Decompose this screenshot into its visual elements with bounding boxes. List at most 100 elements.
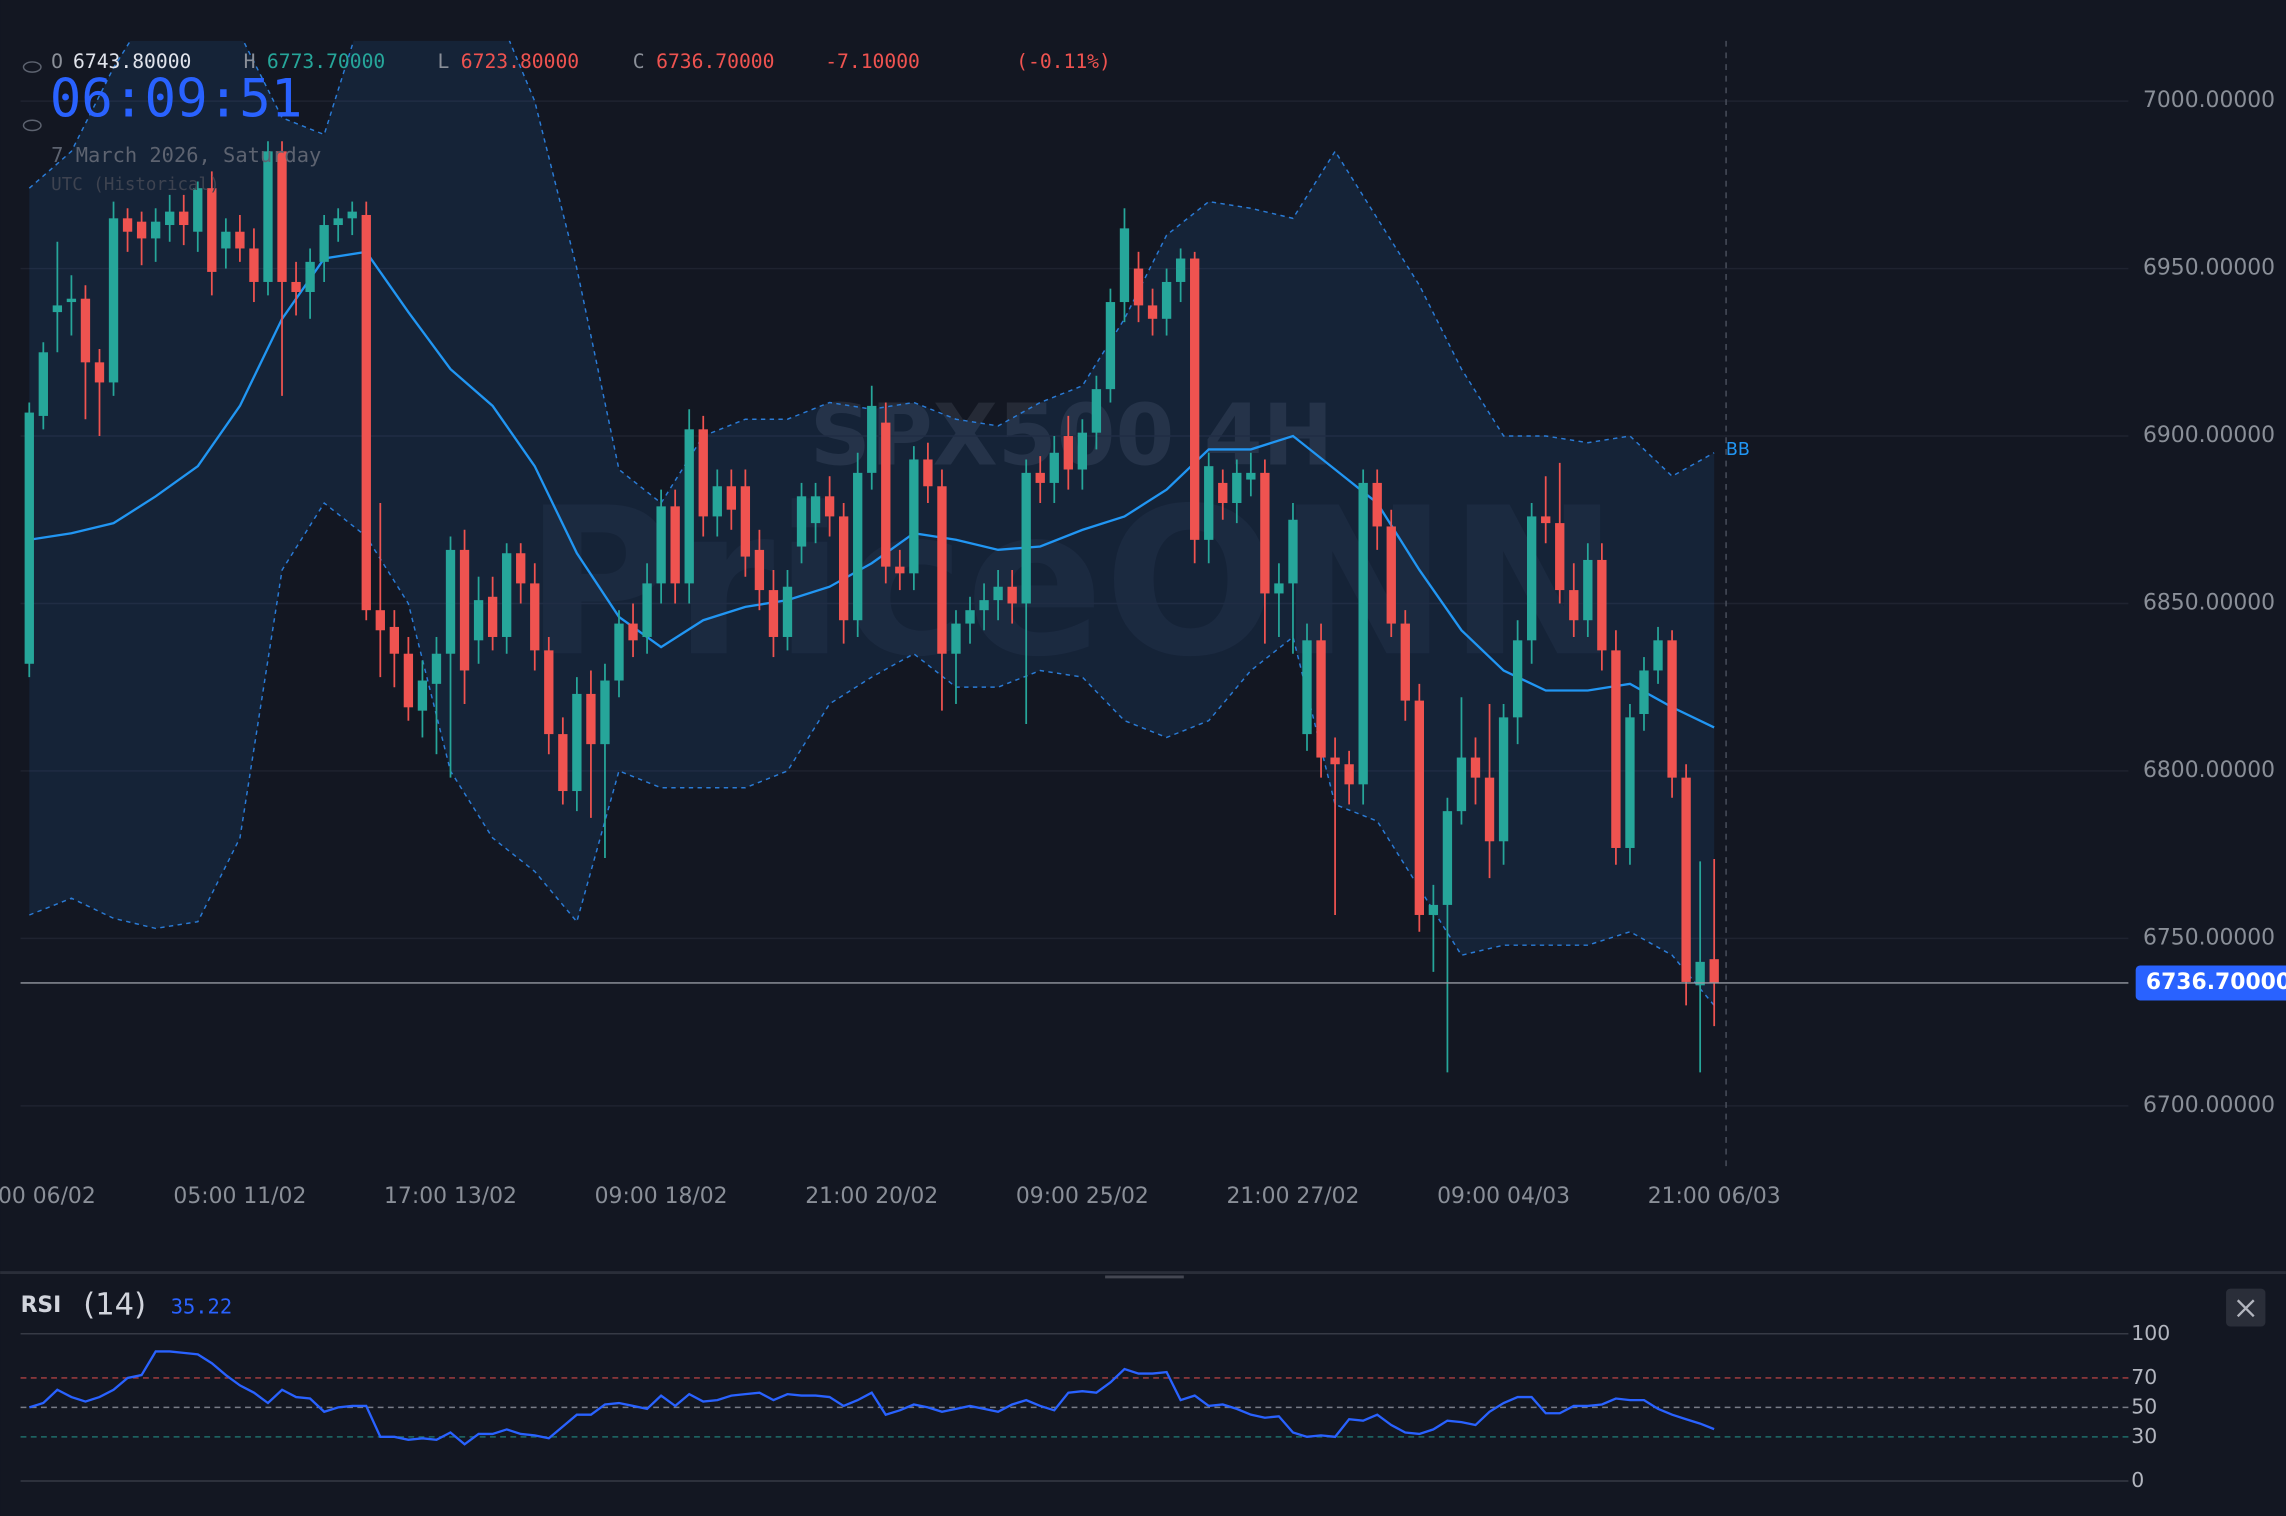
candle-body bbox=[24, 412, 34, 664]
candle-body bbox=[572, 693, 582, 792]
candle-body bbox=[1526, 516, 1537, 641]
candle-body bbox=[614, 623, 624, 681]
candle-body bbox=[375, 610, 385, 631]
x-tick-label: 05:00 11/02 bbox=[173, 1184, 306, 1209]
candle-body bbox=[558, 734, 568, 792]
candle-body bbox=[1484, 777, 1495, 842]
candle-body bbox=[417, 680, 428, 711]
candle-body bbox=[698, 429, 708, 517]
candle-body bbox=[1639, 670, 1649, 715]
candle-body bbox=[1555, 523, 1565, 591]
candle-body bbox=[1077, 432, 1088, 470]
last-price-label: 6736.70000 bbox=[2146, 970, 2286, 995]
legend-change-pct: (-0.11%) bbox=[1016, 50, 1111, 73]
y-tick-label: 7000.00000 bbox=[2143, 88, 2275, 113]
candle-body bbox=[895, 566, 905, 574]
candle-body bbox=[1695, 961, 1705, 986]
candle-body bbox=[1583, 559, 1593, 621]
candle-body bbox=[263, 151, 273, 282]
candle-body bbox=[1091, 389, 1102, 433]
candle-body bbox=[1288, 519, 1298, 584]
rsi-plot bbox=[28, 1350, 1715, 1446]
y-tick-label: 6850.00000 bbox=[2143, 590, 2275, 615]
candle-body bbox=[361, 214, 371, 611]
candle-body bbox=[1119, 228, 1130, 303]
candle-body bbox=[108, 218, 119, 383]
candle-body bbox=[923, 459, 933, 487]
candle-body bbox=[1597, 559, 1607, 651]
candle-body bbox=[1035, 472, 1045, 483]
candle-body bbox=[1175, 258, 1186, 282]
candle-body bbox=[1049, 452, 1059, 483]
candle-body bbox=[193, 188, 203, 232]
candle-body bbox=[937, 486, 947, 654]
date: 7 March 2026, Saturday bbox=[51, 143, 321, 167]
candle-body bbox=[487, 596, 498, 637]
candle-body bbox=[1512, 640, 1523, 718]
x-tick-label: 09:00 04/03 bbox=[1437, 1184, 1570, 1209]
candle-body bbox=[1681, 777, 1691, 982]
x-tick-label: 21:00 27/02 bbox=[1226, 1184, 1359, 1209]
rsi-pane: 0 30 50 70 100 bbox=[20, 1321, 2170, 1492]
x-tick-label: 21:00 06/02 bbox=[0, 1184, 96, 1209]
legend-label: H bbox=[244, 50, 256, 73]
candle-body bbox=[38, 352, 48, 416]
candle-body bbox=[150, 221, 161, 239]
candle-body bbox=[1260, 472, 1270, 594]
candle-body bbox=[853, 472, 863, 621]
candle-body bbox=[1330, 757, 1340, 765]
rsi-tick-label: 50 bbox=[2131, 1394, 2157, 1418]
candle-body bbox=[1344, 764, 1354, 785]
legend-value: 6773.70000 bbox=[267, 50, 385, 73]
candle-body bbox=[1653, 640, 1663, 671]
rsi-tick-label: 30 bbox=[2131, 1424, 2157, 1448]
rsi-tick-label: 100 bbox=[2131, 1321, 2170, 1345]
y-tick-label: 6750.00000 bbox=[2143, 925, 2275, 950]
candle-body bbox=[1442, 811, 1453, 905]
candle-body bbox=[1147, 305, 1158, 319]
candle-body bbox=[445, 549, 456, 654]
candle-body bbox=[459, 549, 470, 671]
candle-body bbox=[740, 486, 751, 557]
candle-body bbox=[319, 225, 329, 262]
rsi-title: RSI bbox=[21, 1293, 62, 1318]
candle-body bbox=[600, 680, 610, 745]
candle-body bbox=[122, 218, 133, 232]
candle-body bbox=[431, 653, 442, 684]
candle-body bbox=[1498, 717, 1509, 842]
candle-body bbox=[1218, 482, 1228, 504]
candle-body bbox=[1007, 586, 1017, 604]
candle-body bbox=[473, 600, 484, 641]
candle-body bbox=[824, 496, 835, 517]
candle-body bbox=[1274, 583, 1284, 594]
candle-body bbox=[80, 298, 91, 363]
eye-icon[interactable] bbox=[22, 119, 42, 132]
candle-body bbox=[838, 516, 849, 621]
candle-body bbox=[712, 486, 722, 517]
eye-icon[interactable] bbox=[22, 61, 42, 73]
candle-body bbox=[1400, 623, 1410, 701]
candle-body bbox=[1428, 904, 1439, 915]
candle-body bbox=[179, 211, 189, 226]
ohlc-legend: O 6743.80000 H 6773.70000 L 6723.80000 C… bbox=[51, 50, 1111, 73]
candle-body bbox=[136, 221, 147, 239]
candle-body bbox=[1232, 472, 1242, 504]
candle-body bbox=[993, 586, 1003, 601]
eye-icons bbox=[22, 61, 42, 132]
candle-body bbox=[656, 506, 666, 584]
x-tick-label: 17:00 13/02 bbox=[384, 1184, 517, 1209]
candle-body bbox=[1161, 281, 1172, 319]
candle-body bbox=[670, 506, 680, 584]
price-pane: 6700.00000 6750.00000 6800.00000 6850.00000… bbox=[0, 40, 2286, 1209]
rsi-line bbox=[28, 1350, 1715, 1446]
candle-body bbox=[235, 231, 245, 249]
candle-body bbox=[754, 549, 765, 591]
candle-body bbox=[796, 496, 807, 547]
candle-body bbox=[1709, 959, 1719, 983]
close-icon bbox=[2236, 1299, 2255, 1318]
x-tick-label: 09:00 25/02 bbox=[1016, 1184, 1149, 1209]
legend-change: -7.10000 bbox=[825, 50, 920, 73]
candle-body bbox=[684, 429, 694, 584]
candle-body bbox=[810, 496, 821, 524]
